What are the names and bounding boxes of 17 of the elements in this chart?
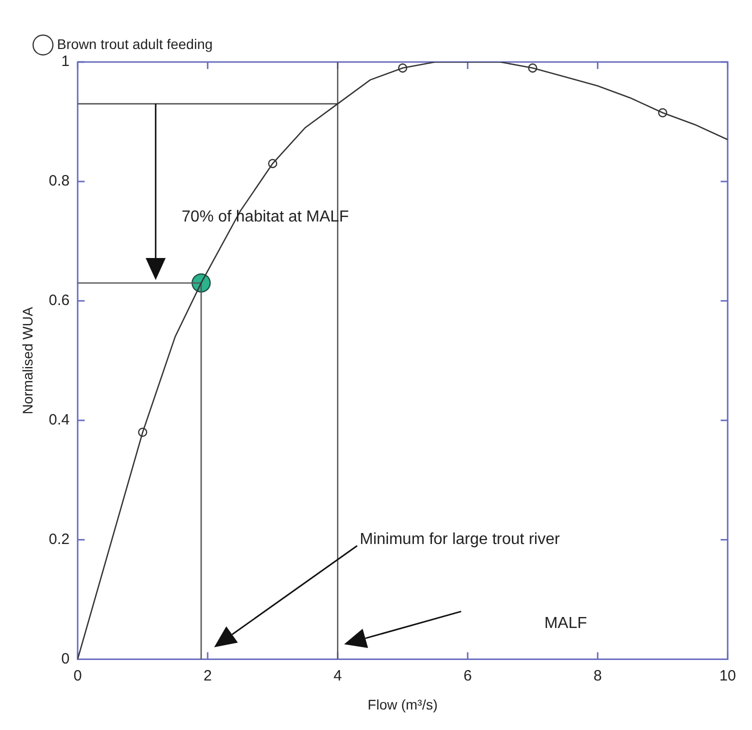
x-tick-label: 0: [73, 667, 82, 684]
x-tick-label: 10: [719, 667, 736, 684]
x-tick-label: 4: [333, 667, 342, 684]
x-tick-label: 6: [463, 667, 472, 684]
y-axis-title: Normalised WUA: [19, 306, 36, 414]
x-axis-title: Flow (m³/s): [368, 696, 438, 712]
annotation: Minimum for large trout river: [360, 531, 560, 548]
y-tick-label: 0: [61, 650, 70, 668]
y-tick-label: 1: [61, 53, 70, 70]
y-tick-label: 0.4: [48, 411, 70, 428]
y-tick-label: 0.8: [48, 172, 70, 190]
annotation: MALF: [544, 614, 588, 632]
y-tick-label: 0.6: [48, 292, 70, 310]
legend-label: Brown trout adult feeding: [57, 36, 213, 52]
y-tick-label: 0.2: [48, 530, 70, 548]
x-tick-label: 2: [203, 667, 212, 684]
x-tick-label: 8: [593, 667, 602, 684]
